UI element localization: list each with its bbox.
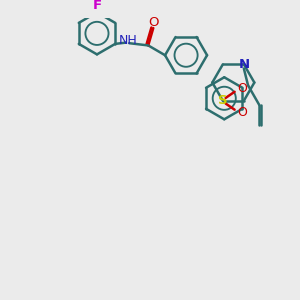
Text: F: F — [93, 0, 102, 12]
Text: O: O — [237, 82, 247, 95]
Text: O: O — [148, 16, 158, 29]
Text: O: O — [237, 106, 247, 119]
Text: S: S — [218, 94, 228, 107]
Text: NH: NH — [118, 34, 137, 47]
Text: N: N — [238, 58, 249, 71]
